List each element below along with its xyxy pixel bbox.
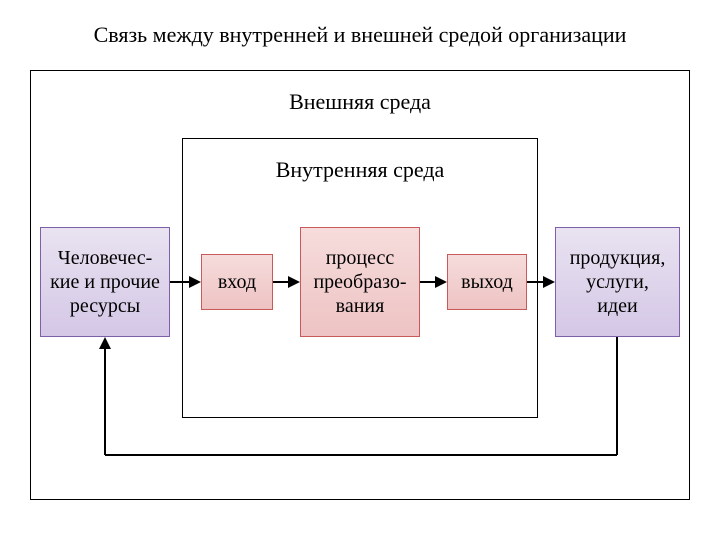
products-node: продукция,услуги,идеи — [555, 227, 680, 337]
external-environment-label: Внешняя среда — [31, 89, 689, 115]
process-label: процесспреобразо-вания — [313, 246, 406, 318]
process-node: процесспреобразо-вания — [300, 227, 420, 337]
input-node: вход — [201, 254, 273, 310]
resources-label: Человечес-кие и прочиересурсы — [50, 246, 160, 318]
input-label: вход — [218, 270, 256, 294]
resources-node: Человечес-кие и прочиересурсы — [40, 227, 170, 337]
output-arrow-label: выход — [461, 270, 513, 294]
products-label: продукция,услуги,идеи — [570, 246, 666, 318]
output-arrow-node: выход — [447, 254, 527, 310]
internal-environment-label: Внутренняя среда — [183, 157, 537, 183]
page-title: Связь между внутренней и внешней средой … — [0, 22, 720, 48]
